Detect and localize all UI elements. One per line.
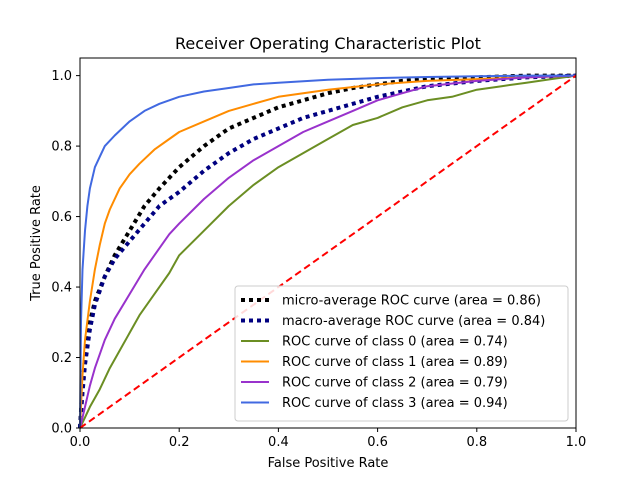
legend-box [234, 285, 569, 422]
legend: micro-average ROC curve (area = 0.86) mac… [234, 285, 569, 422]
series-1-line [78, 73, 577, 429]
y-tick-label: 1.0 [51, 69, 72, 84]
chart-title: Receiver Operating Characteristic Plot [175, 34, 481, 53]
x-axis: 0.0 0.2 0.4 0.6 0.8 1.0 [70, 428, 587, 450]
legend-label: ROC curve of class 3 (area = 0.94) [282, 396, 508, 411]
y-axis-label: True Positive Rate [29, 185, 44, 302]
x-axis-label: False Positive Rate [268, 456, 389, 471]
y-tick-label: 0.4 [51, 281, 72, 296]
x-tick-label: 0.2 [169, 435, 190, 450]
legend-label: micro-average ROC curve (area = 0.86) [282, 294, 541, 309]
legend-label: macro-average ROC curve (area = 0.84) [282, 314, 545, 329]
legend-label: ROC curve of class 2 (area = 0.79) [282, 376, 508, 391]
series-5-line [79, 74, 576, 429]
series-6-line [79, 74, 577, 429]
plot-frame [79, 57, 577, 429]
x-tick-label: 0.0 [70, 435, 91, 450]
x-tick-label: 0.6 [367, 435, 388, 450]
series-3-line [79, 74, 577, 429]
y-tick-label: 0.6 [51, 210, 72, 225]
x-tick-label: 0.4 [268, 435, 289, 450]
y-tick-label: 0.8 [51, 140, 72, 155]
y-tick-label: 0.2 [51, 351, 72, 366]
x-tick-label: 1.0 [566, 435, 587, 450]
y-axis: 0.0 0.2 0.4 0.6 0.8 1.0 [51, 69, 80, 437]
legend-label: ROC curve of class 1 (area = 0.89) [282, 355, 508, 370]
y-tick-label: 0.0 [51, 422, 72, 437]
series-4-line [79, 74, 577, 429]
legend-label: ROC curve of class 0 (area = 0.74) [282, 335, 508, 350]
series-2-line [79, 74, 577, 429]
series-layer [78, 73, 577, 429]
x-tick-label: 0.8 [466, 435, 487, 450]
